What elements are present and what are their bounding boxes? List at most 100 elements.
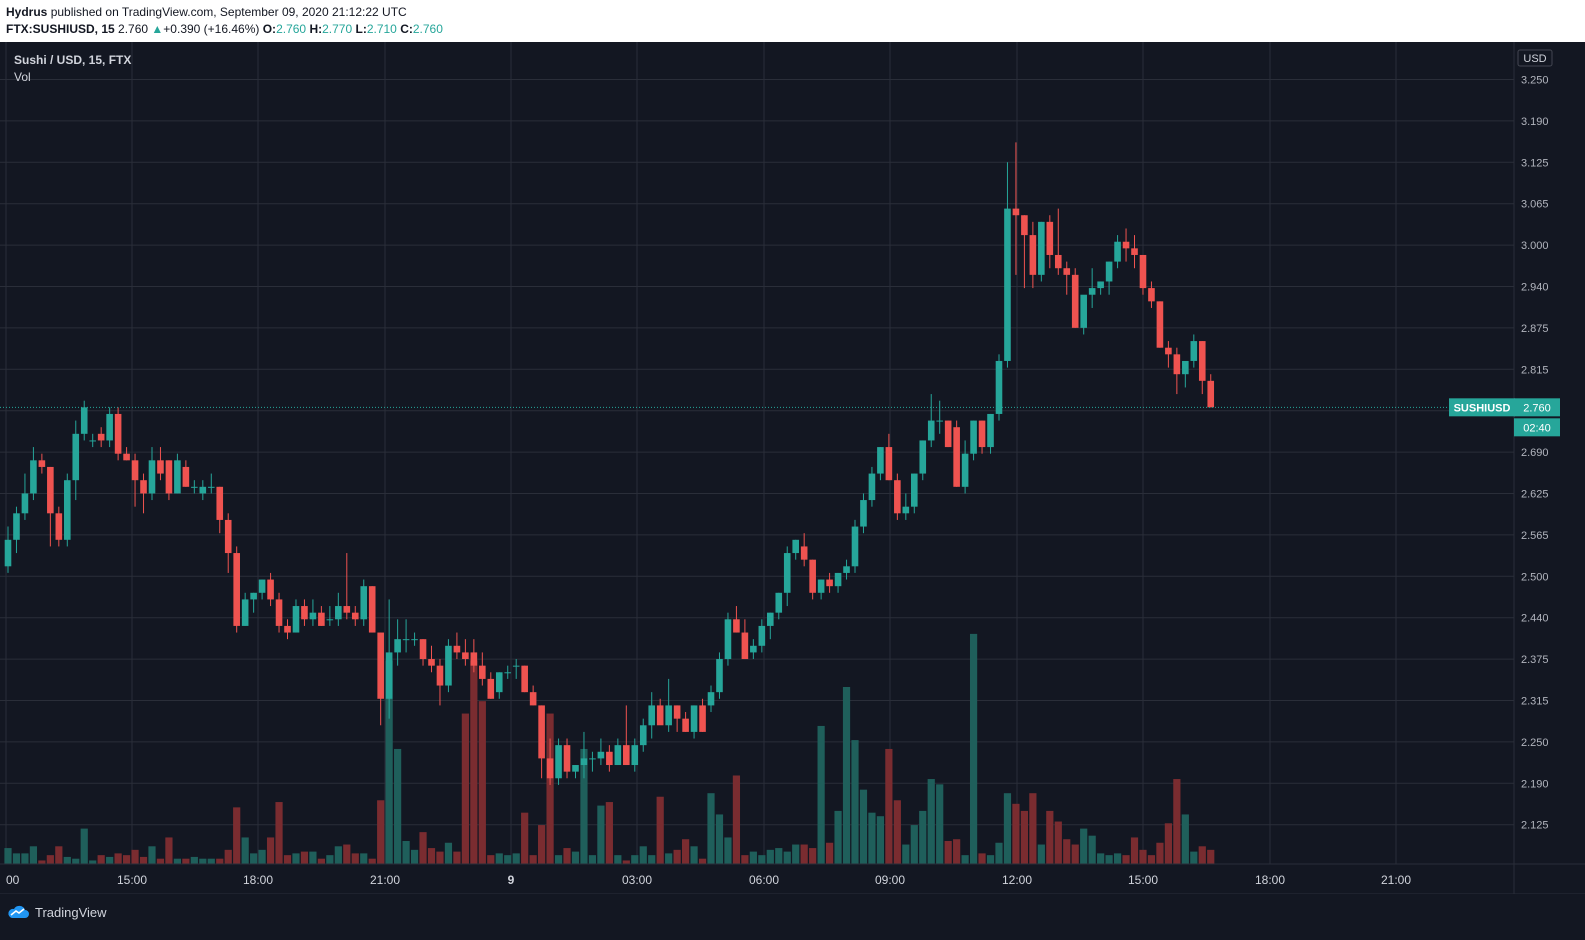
current-price-marker: SUSHIUSD 2.760 02:40 <box>0 398 1560 437</box>
candle-body <box>140 480 147 494</box>
footer: TradingView <box>0 894 1585 940</box>
volume-bar <box>648 855 656 864</box>
brand-name: TradingView <box>35 904 107 920</box>
candle-body <box>4 539 12 567</box>
ohlc-summary: FTX:SUSHIUSD, 15 2.760 ▲+0.390 (+16.46%)… <box>6 22 443 36</box>
volume-bar <box>690 846 698 864</box>
volume-bar <box>1097 853 1105 864</box>
candle-body <box>462 652 469 660</box>
volume-bar <box>38 860 46 864</box>
candle-body <box>834 572 842 587</box>
candle-body <box>894 480 901 514</box>
candle-body <box>1029 235 1037 275</box>
candle-body <box>123 453 130 461</box>
candle-body <box>207 486 215 488</box>
volume-bar <box>97 855 105 864</box>
time-tick-label: 15:00 <box>1128 873 1158 887</box>
volume-bar <box>554 855 563 864</box>
volume-bar <box>470 660 478 864</box>
volume-bar <box>715 814 724 864</box>
volume-bar <box>182 858 190 864</box>
candle-body <box>1190 341 1198 361</box>
candle-body <box>563 745 571 772</box>
candle-body <box>224 519 232 554</box>
candle-body <box>868 473 876 501</box>
volume-bar <box>360 853 368 864</box>
symbol-tag-label: SUSHIUSD <box>1454 402 1511 414</box>
volume-bar <box>385 660 393 864</box>
candle-body <box>267 579 274 600</box>
volume-bar <box>453 851 461 864</box>
candle-body <box>182 466 190 487</box>
volume-bar <box>521 812 529 864</box>
time-tick-label: 9 <box>508 873 515 887</box>
price-tick-label: 2.815 <box>1521 364 1549 376</box>
legend-title[interactable]: Sushi / USD, 15, FTX <box>14 53 132 67</box>
volume-bar <box>275 802 283 864</box>
change-value: +0.390 (+16.46%) <box>163 22 260 36</box>
price-tick-label: 3.250 <box>1521 75 1549 87</box>
tradingview-logo[interactable]: TradingView <box>6 904 107 920</box>
volume-bar <box>969 633 978 864</box>
volume-bar <box>732 775 741 864</box>
candle-body <box>55 513 63 540</box>
current-price-label <box>1514 398 1560 417</box>
currency-box[interactable] <box>1517 49 1553 67</box>
legend-volume-label[interactable]: Vol <box>14 70 31 84</box>
candle-body <box>402 639 410 641</box>
candle-body <box>885 447 893 481</box>
volume-bar <box>936 784 944 864</box>
candle-body <box>38 460 46 467</box>
candle-body <box>326 619 334 621</box>
currency-label: USD <box>1523 53 1546 65</box>
volume-bar <box>12 853 21 864</box>
volume-bar <box>1173 779 1181 864</box>
candle-body <box>1105 261 1113 282</box>
volume-bar <box>250 853 258 864</box>
candle-body <box>47 466 54 514</box>
candle-body <box>479 665 486 679</box>
publisher-name[interactable]: Hydrus <box>6 5 48 19</box>
volume-bar <box>597 805 605 864</box>
candle-body <box>809 559 816 593</box>
volume-bar <box>394 748 402 864</box>
volume-bar <box>156 858 165 864</box>
candle-body <box>1165 347 1172 355</box>
volume-bar <box>1147 855 1156 864</box>
candle-body <box>80 407 88 434</box>
volume-bars <box>4 633 1215 864</box>
current-price-value: 2.760 <box>1523 402 1551 414</box>
volume-bar <box>656 796 664 864</box>
volume-bar <box>571 851 580 864</box>
candle-body <box>21 493 29 514</box>
candle-body <box>1046 221 1054 255</box>
candle-body <box>106 413 113 441</box>
volume-bar <box>1054 821 1062 864</box>
volume-bar <box>1190 851 1198 864</box>
candle-body <box>301 606 308 620</box>
volume-bar <box>1046 810 1054 864</box>
volume-bar <box>825 842 834 864</box>
candle-body <box>1071 274 1079 328</box>
time-tick-label: 03:00 <box>622 873 652 887</box>
volume-bar <box>580 748 588 864</box>
volume-bar <box>309 851 317 864</box>
candle-body <box>927 420 935 441</box>
chart-canvas[interactable]: 3.250 3.190 3.125 3.065 3.000 2.940 2.875 2.815… <box>0 42 1585 894</box>
volume-bar <box>868 812 876 864</box>
candle-body <box>733 619 740 633</box>
candle-body <box>1012 208 1020 216</box>
candle-body <box>504 672 512 674</box>
volume-bar <box>300 851 309 864</box>
candle-body <box>114 413 122 454</box>
volume-bar <box>427 848 436 864</box>
price-tick-label: 2.125 <box>1521 820 1549 832</box>
volume-bar <box>148 846 156 864</box>
price-tick-label: 2.315 <box>1521 696 1549 708</box>
candle-body <box>436 665 444 686</box>
volume-bar <box>1020 810 1028 864</box>
candle-body <box>1080 294 1087 328</box>
candle-body <box>216 486 224 520</box>
candle-body <box>250 592 257 600</box>
volume-bar <box>682 839 690 864</box>
